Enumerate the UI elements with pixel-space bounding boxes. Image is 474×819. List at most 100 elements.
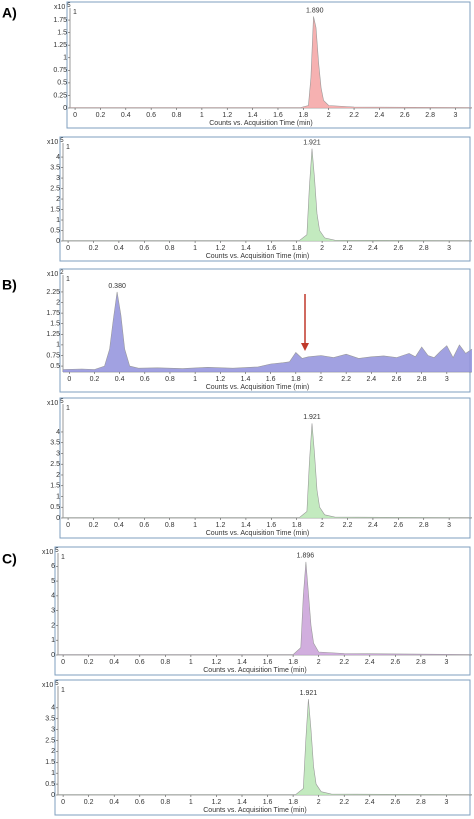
y-multiplier: x10 5 (47, 138, 64, 146)
x-axis-label: Counts vs. Acquisition Time (min) (206, 253, 309, 260)
arrow-head (301, 343, 309, 351)
y-tick-label: 0.5 (57, 80, 67, 87)
x-tick-label: 2.2 (339, 799, 349, 806)
x-tick-label: 2.4 (365, 799, 375, 806)
y-tick-label: 0.5 (50, 363, 60, 370)
x-tick-label: 3 (444, 799, 448, 806)
x-tick-label: 0.4 (121, 112, 131, 119)
x-tick-label: 2.2 (349, 112, 359, 119)
y-tick-label: 0.5 (50, 227, 60, 234)
x-tick-label: 3 (445, 376, 449, 383)
y-tick-label: 0 (56, 238, 60, 245)
x-tick-label: 2.8 (416, 799, 426, 806)
x-axis-label: Counts vs. Acquisition Time (min) (203, 667, 306, 674)
x-tick-label: 2.2 (343, 522, 353, 529)
x-tick-label: 0 (73, 112, 77, 119)
x-tick-label: 1 (200, 112, 204, 119)
x-tick-label: 2.8 (419, 522, 429, 529)
x-tick-label: 1.4 (241, 376, 251, 383)
x-tick-label: 0 (67, 376, 71, 383)
x-tick-label: 1.6 (273, 112, 283, 119)
x-tick-label: 2.6 (390, 659, 400, 666)
y-tick-label: 2.5 (50, 461, 60, 468)
x-tick-label: 0 (66, 522, 70, 529)
x-axis-label: Counts vs. Acquisition Time (min) (206, 530, 309, 537)
y-tick-label: 2.25 (46, 289, 60, 296)
y-tick-label: 3 (51, 726, 55, 733)
x-tick-label: 1 (193, 522, 197, 529)
y-tick-label: 3 (56, 450, 60, 457)
x-tick-label: 1.8 (288, 799, 298, 806)
y-multiplier: x10 5 (47, 399, 64, 407)
x-tick-label: 2.6 (390, 799, 400, 806)
y-multiplier-exponent: 5 (60, 399, 64, 405)
y-multiplier: x10 5 (42, 681, 59, 689)
y-multiplier-base: x10 (47, 400, 58, 407)
x-tick-label: 0.2 (96, 112, 106, 119)
x-tick-label: 3 (444, 659, 448, 666)
x-tick-label: 2.6 (393, 245, 403, 252)
y-tick-label: 1 (56, 342, 60, 349)
x-tick-label: 1.8 (292, 522, 302, 529)
y-tick-label: 1 (51, 637, 55, 644)
y-tick-label: 2.5 (45, 737, 55, 744)
x-tick-label: 1.2 (216, 245, 226, 252)
y-multiplier-exponent: 5 (55, 548, 59, 554)
area-fill (58, 699, 472, 795)
x-tick-label: 0.6 (139, 245, 149, 252)
x-tick-label: 0.4 (109, 799, 119, 806)
x-axis-label: Counts vs. Acquisition Time (min) (209, 120, 312, 127)
panel-label: A) (2, 5, 17, 21)
x-tick-label: 0.4 (115, 376, 125, 383)
y-tick-label: 1.25 (46, 331, 60, 338)
x-tick-label: 2 (317, 799, 321, 806)
trace-label: 1 (73, 9, 77, 16)
x-tick-label: 2 (320, 245, 324, 252)
y-tick-label: 0 (56, 515, 60, 522)
y-tick-label: 2 (56, 472, 60, 479)
x-tick-label: 2.8 (425, 112, 435, 119)
x-tick-label: 0.8 (165, 522, 175, 529)
x-tick-label: 0.6 (140, 376, 150, 383)
x-tick-label: 1.4 (241, 522, 251, 529)
x-tick-label: 1.2 (212, 799, 222, 806)
x-tick-label: 2.8 (416, 659, 426, 666)
trace-label: 1 (66, 144, 70, 151)
y-multiplier-exponent: 5 (55, 681, 59, 687)
y-tick-label: 1 (51, 770, 55, 777)
peak-label: 0.380 (108, 283, 126, 290)
x-axis-label: Counts vs. Acquisition Time (min) (206, 384, 309, 391)
y-tick-label: 4 (51, 593, 55, 600)
x-tick-label: 2 (317, 659, 321, 666)
chart-frame (59, 397, 471, 539)
y-tick-label: 0 (63, 105, 67, 112)
peak-label: 1.921 (303, 140, 321, 147)
x-tick-label: 1.2 (215, 376, 225, 383)
x-tick-label: 2.6 (392, 376, 402, 383)
y-tick-label: 3.5 (45, 716, 55, 723)
chart-frame (54, 679, 471, 816)
x-tick-label: 0.8 (165, 376, 175, 383)
x-tick-label: 0.8 (160, 799, 170, 806)
y-tick-label: 2.5 (50, 185, 60, 192)
x-tick-label: 1.8 (288, 659, 298, 666)
x-tick-label: 0.2 (84, 799, 94, 806)
x-tick-label: 2.8 (417, 376, 427, 383)
x-tick-label: 0.4 (109, 659, 119, 666)
x-tick-label: 0.6 (135, 659, 145, 666)
y-tick-label: 1.75 (46, 310, 60, 317)
x-tick-label: 1 (189, 659, 193, 666)
y-multiplier-base: x10 (42, 549, 53, 556)
x-tick-label: 3 (447, 245, 451, 252)
x-tick-label: 2.2 (343, 245, 353, 252)
y-tick-label: 0.75 (46, 352, 60, 359)
x-tick-label: 2.2 (341, 376, 351, 383)
x-tick-label: 2.4 (368, 522, 378, 529)
x-tick-label: 0.4 (114, 522, 124, 529)
x-tick-label: 3 (454, 112, 458, 119)
x-tick-label: 2.6 (393, 522, 403, 529)
x-tick-label: 0.8 (165, 245, 175, 252)
x-tick-label: 1.8 (292, 245, 302, 252)
x-tick-label: 1.6 (263, 799, 273, 806)
